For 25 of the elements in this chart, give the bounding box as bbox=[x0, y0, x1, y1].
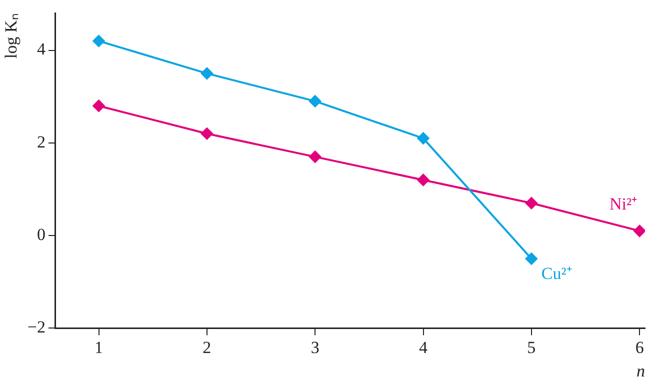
x-tick-label: 5 bbox=[527, 338, 536, 357]
series-label: Cu²⁺ bbox=[541, 264, 572, 284]
y-tick-label: 4 bbox=[36, 40, 46, 59]
x-axis-title: n bbox=[636, 361, 645, 380]
y-axis-title: log Kₙ bbox=[2, 13, 21, 58]
x-tick-label: 4 bbox=[419, 338, 428, 357]
series-label: Ni²⁺ bbox=[609, 194, 638, 214]
point bbox=[525, 252, 538, 265]
point bbox=[417, 174, 430, 186]
point bbox=[309, 95, 322, 108]
point bbox=[309, 150, 322, 163]
point bbox=[634, 224, 645, 237]
y-tick-label: −2 bbox=[27, 318, 46, 337]
x-tick-label: 3 bbox=[310, 338, 320, 357]
x-tick-label: 6 bbox=[635, 338, 644, 357]
point bbox=[417, 132, 430, 144]
x-tick-label: 2 bbox=[202, 338, 212, 357]
point bbox=[92, 34, 105, 47]
y-tick-label: 2 bbox=[36, 132, 46, 152]
point bbox=[525, 197, 538, 210]
point bbox=[92, 100, 105, 112]
point bbox=[200, 67, 213, 80]
y-tick-label: 0 bbox=[36, 225, 46, 244]
point bbox=[200, 128, 213, 140]
x-tick-label: 1 bbox=[94, 338, 104, 357]
